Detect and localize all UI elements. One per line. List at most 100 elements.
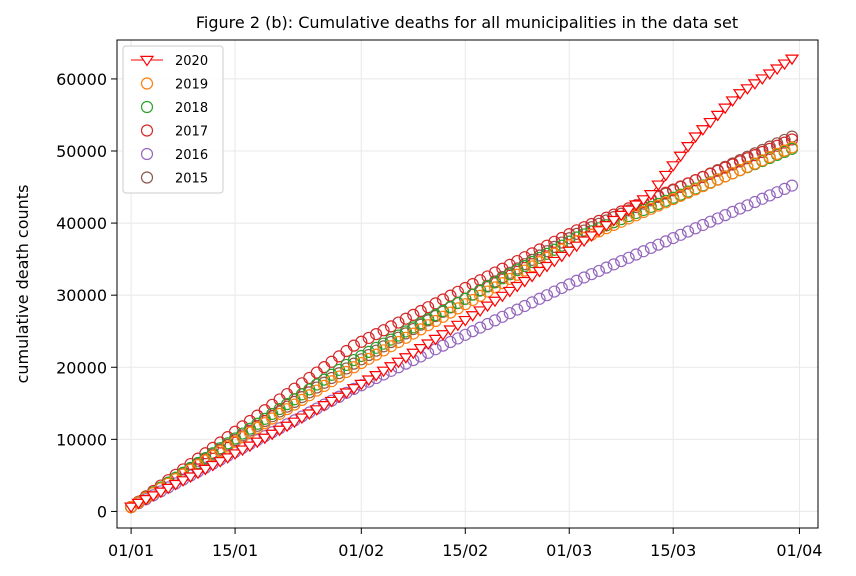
series-2020 bbox=[123, 54, 800, 514]
point-2019-54 bbox=[526, 260, 539, 273]
point-2020-34 bbox=[376, 366, 391, 378]
point-2019-88 bbox=[778, 144, 791, 157]
point-2017-23 bbox=[295, 377, 309, 390]
point-2016-82 bbox=[733, 202, 747, 215]
point-2020-50 bbox=[495, 291, 510, 303]
point-2016-51 bbox=[503, 307, 516, 320]
legend-marker-2020 bbox=[139, 55, 155, 67]
point-2019-85 bbox=[756, 154, 769, 167]
point-2020-1 bbox=[131, 498, 146, 510]
point-2020-6 bbox=[168, 479, 183, 491]
point-2019-51 bbox=[503, 272, 516, 286]
point-2016-73 bbox=[667, 232, 680, 245]
point-2018-37 bbox=[399, 325, 412, 338]
point-2016-48 bbox=[481, 317, 494, 331]
point-2020-32 bbox=[361, 375, 376, 387]
point-2019-33 bbox=[370, 348, 383, 361]
point-2016-67 bbox=[622, 251, 635, 264]
point-2018-32 bbox=[362, 345, 375, 358]
point-2016-74 bbox=[674, 228, 687, 241]
point-2018-56 bbox=[540, 247, 554, 260]
point-2020-82 bbox=[732, 89, 748, 100]
point-2019-37 bbox=[399, 331, 412, 344]
point-2019-84 bbox=[748, 157, 761, 170]
point-2017-29 bbox=[340, 344, 353, 358]
point-2016-55 bbox=[533, 292, 546, 305]
point-2016-53 bbox=[518, 299, 531, 313]
legend-marker-2015 bbox=[140, 171, 154, 184]
legend-item-2017: 2017 bbox=[140, 124, 208, 140]
point-2020-10 bbox=[198, 464, 213, 476]
legend-label-2017: 2017 bbox=[175, 125, 208, 140]
point-2017-32 bbox=[362, 331, 375, 345]
point-2020-56 bbox=[539, 261, 555, 273]
point-2015-33 bbox=[370, 344, 383, 357]
point-2020-48 bbox=[480, 301, 495, 313]
point-2019-71 bbox=[652, 199, 665, 212]
point-2019-38 bbox=[407, 327, 420, 340]
point-2018-39 bbox=[414, 317, 427, 330]
point-2016-60 bbox=[570, 274, 583, 287]
point-2016-64 bbox=[600, 261, 613, 274]
point-2020-64 bbox=[599, 221, 614, 232]
x-tick-label-1: 15/01 bbox=[212, 541, 258, 560]
point-2020-62 bbox=[584, 231, 599, 243]
y-axis-label: cumulative death counts bbox=[13, 185, 32, 384]
point-2017-56 bbox=[540, 239, 554, 252]
y-tick-label-6: 60000 bbox=[56, 70, 107, 89]
point-2020-23 bbox=[294, 413, 310, 425]
point-2020-59 bbox=[562, 246, 577, 258]
point-2016-45 bbox=[459, 328, 472, 341]
point-2019-89 bbox=[785, 141, 799, 154]
point-2016-66 bbox=[615, 254, 628, 268]
point-2020-75 bbox=[680, 142, 696, 153]
point-2016-63 bbox=[592, 264, 606, 278]
point-2016-81 bbox=[726, 205, 739, 218]
point-2020-85 bbox=[755, 74, 770, 85]
point-2016-76 bbox=[689, 222, 702, 235]
point-2020-21 bbox=[279, 421, 295, 433]
point-2016-85 bbox=[756, 192, 769, 205]
point-2017-38 bbox=[407, 308, 420, 321]
point-2018-47 bbox=[474, 284, 487, 297]
point-2020-11 bbox=[205, 460, 220, 472]
point-2020-46 bbox=[465, 311, 480, 322]
point-2020-36 bbox=[391, 357, 406, 369]
point-2018-40 bbox=[422, 313, 435, 326]
point-2020-55 bbox=[532, 266, 547, 278]
point-2020-78 bbox=[703, 117, 718, 129]
x-tick-label-6: 01/04 bbox=[776, 541, 822, 560]
point-2016-77 bbox=[696, 218, 709, 232]
point-2020-14 bbox=[227, 449, 243, 461]
point-2018-50 bbox=[496, 272, 509, 285]
legend-marker-2016 bbox=[140, 147, 154, 161]
point-2020-41 bbox=[428, 334, 443, 346]
point-2020-12 bbox=[213, 457, 228, 468]
point-2019-53 bbox=[518, 264, 531, 277]
point-2019-87 bbox=[771, 147, 784, 160]
point-2019-83 bbox=[741, 160, 754, 173]
point-2020-73 bbox=[666, 161, 681, 172]
point-2020-60 bbox=[569, 241, 584, 253]
point-2015-59 bbox=[563, 232, 576, 245]
y-tick-label-2: 20000 bbox=[56, 358, 107, 377]
point-2019-44 bbox=[451, 302, 464, 315]
point-2017-36 bbox=[392, 316, 405, 329]
point-2017-39 bbox=[414, 304, 427, 318]
point-2018-51 bbox=[503, 268, 516, 281]
point-2016-83 bbox=[741, 199, 754, 212]
point-2020-57 bbox=[547, 256, 562, 268]
point-2017-30 bbox=[347, 339, 360, 352]
point-2016-84 bbox=[748, 195, 761, 209]
point-2017-35 bbox=[384, 320, 398, 333]
point-2018-44 bbox=[451, 296, 464, 309]
point-2016-78 bbox=[704, 215, 717, 228]
point-2019-81 bbox=[726, 167, 739, 180]
x-tick-label-0: 01/01 bbox=[108, 541, 154, 560]
point-2020-15 bbox=[235, 445, 250, 457]
point-2016-71 bbox=[652, 238, 665, 251]
point-2020-27 bbox=[324, 396, 339, 408]
point-2020-87 bbox=[770, 64, 785, 76]
point-2019-75 bbox=[681, 186, 695, 199]
